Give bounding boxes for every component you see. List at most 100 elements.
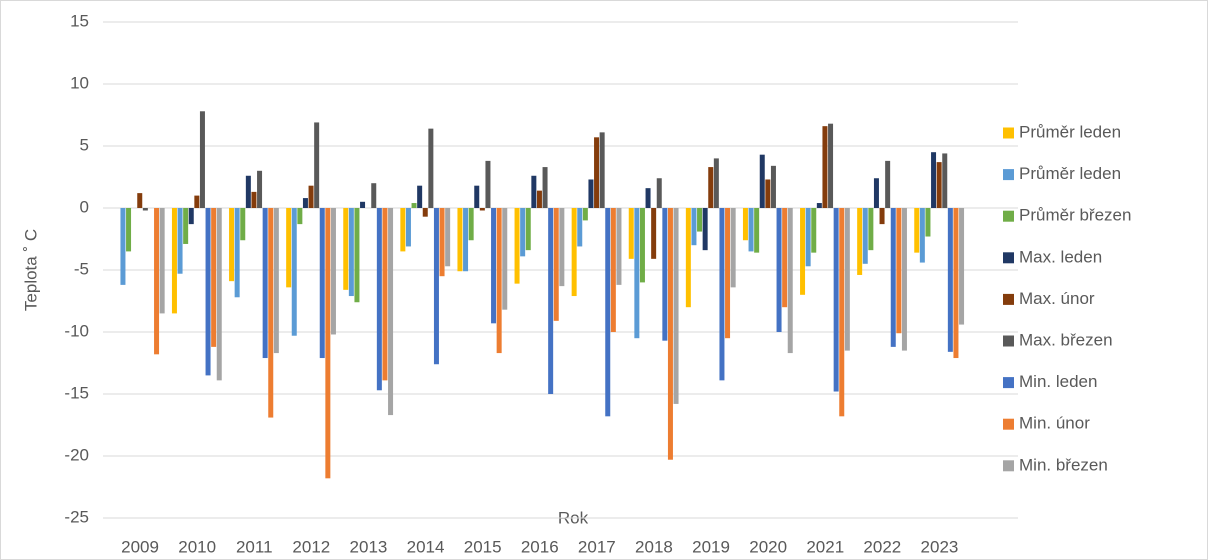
bar: [599, 132, 605, 208]
bar: [553, 208, 559, 321]
y-tick-label: 15: [70, 11, 89, 30]
bar: [216, 208, 222, 381]
bar: [931, 152, 937, 208]
bar: [947, 208, 953, 352]
bar: [805, 208, 811, 267]
bar: [205, 208, 211, 376]
bar: [234, 208, 240, 298]
bar: [651, 208, 657, 259]
bar: [559, 208, 565, 287]
bar: [273, 208, 279, 354]
bar: [531, 175, 537, 208]
legend-label: Max. únor: [1019, 289, 1095, 308]
bar: [514, 208, 520, 284]
bar: [245, 175, 251, 208]
bar: [183, 208, 189, 244]
bar: [816, 203, 822, 208]
bar: [388, 208, 394, 416]
bar: [314, 122, 320, 208]
bar: [433, 208, 439, 365]
bar: [177, 208, 183, 274]
bar: [251, 191, 257, 208]
bar: [896, 208, 902, 334]
bar: [742, 208, 748, 241]
bar: [405, 208, 411, 247]
bar: [468, 208, 474, 241]
bar: [667, 208, 673, 460]
bar: [879, 208, 885, 225]
bar: [639, 208, 645, 283]
bar: [800, 208, 806, 295]
y-tick-label: 0: [80, 197, 89, 216]
x-tick-label: 2010: [178, 537, 216, 556]
bar: [297, 208, 303, 225]
bar: [594, 137, 600, 208]
x-tick-label: 2011: [236, 537, 273, 556]
x-tick-label: 2009: [121, 537, 159, 556]
y-tick-label: 10: [70, 73, 89, 92]
legend-swatch: [1003, 460, 1014, 472]
bar: [662, 208, 668, 341]
bar: [645, 188, 651, 208]
bar: [126, 208, 132, 252]
bar: [605, 208, 611, 417]
bar: [919, 208, 925, 263]
bar: [188, 208, 194, 225]
legend-label: Průměr leden: [1019, 122, 1121, 141]
x-tick-label: 2021: [806, 537, 844, 556]
bar: [137, 193, 143, 208]
x-tick-label: 2020: [749, 537, 787, 556]
bar: [828, 123, 834, 208]
bar: [199, 111, 205, 208]
x-tick-label: 2013: [350, 537, 388, 556]
bar: [525, 208, 531, 251]
bar: [616, 208, 622, 285]
bar: [697, 208, 703, 232]
bar: [782, 208, 788, 308]
bar: [833, 208, 839, 392]
bar: [319, 208, 325, 359]
legend-swatch: [1003, 252, 1014, 264]
bar: [959, 208, 965, 325]
y-tick-label: -20: [64, 445, 89, 464]
bar: [474, 185, 480, 208]
x-tick-label: 2023: [921, 537, 959, 556]
y-tick-label: -10: [64, 321, 89, 340]
bar: [542, 167, 548, 208]
bar: [822, 126, 828, 208]
bar: [691, 208, 697, 246]
bar: [754, 208, 760, 253]
y-tick-label: -25: [64, 507, 89, 526]
bar: [400, 208, 406, 252]
bar: [770, 165, 776, 208]
bar: [154, 208, 160, 355]
bar: [571, 208, 577, 297]
legend-swatch: [1003, 293, 1014, 305]
bar: [325, 208, 331, 479]
bar: [520, 208, 526, 257]
bar: [428, 128, 434, 208]
bar: [759, 154, 765, 208]
x-tick-label: 2014: [407, 537, 445, 556]
bar: [343, 208, 349, 290]
bar: [708, 167, 714, 208]
bar: [120, 208, 126, 285]
bar: [463, 208, 469, 272]
bar: [302, 198, 308, 208]
bar: [417, 185, 423, 208]
bar: [925, 208, 931, 237]
bar: [354, 208, 360, 303]
bar: [360, 201, 366, 208]
legend-label: Min. únor: [1019, 414, 1090, 433]
legend-swatch: [1003, 210, 1014, 222]
bar: [411, 203, 417, 208]
bar: [685, 208, 691, 308]
bar: [286, 208, 292, 288]
bar: [713, 158, 719, 208]
bar: [171, 208, 177, 314]
legend-label: Min. leden: [1019, 372, 1097, 391]
bar: [588, 179, 594, 208]
bar: [485, 160, 491, 208]
x-tick-label: 2012: [292, 537, 330, 556]
bar: [901, 208, 907, 351]
